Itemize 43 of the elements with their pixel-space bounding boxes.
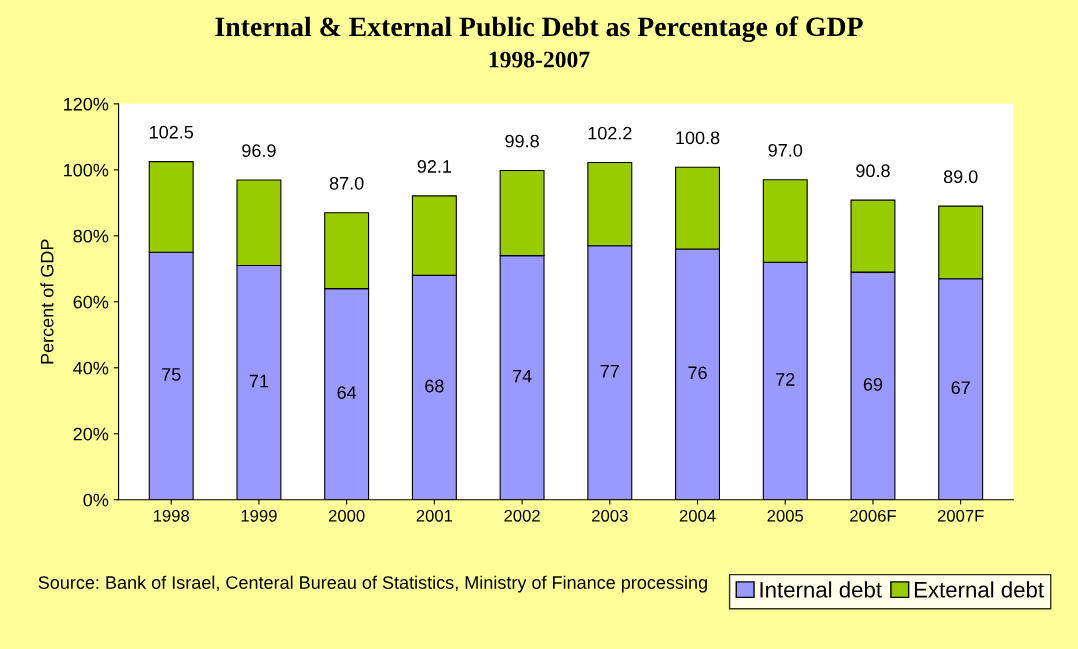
legend-label: External debt xyxy=(914,581,1044,598)
source-note: Source: Bank of Israel, Centeral Bureau of Statistics, Ministry of Finance processing xyxy=(38,575,707,593)
x-tick-label: 1998 xyxy=(153,509,190,522)
data-label: 68 xyxy=(425,379,444,393)
y-axis-title: Percent of GDP xyxy=(40,239,54,364)
x-tick-label: 2005 xyxy=(767,509,804,522)
x-tick-label: 2002 xyxy=(504,509,540,522)
total-label: 87.0 xyxy=(329,176,364,190)
data-label: 75 xyxy=(162,368,181,381)
total-label: 99.8 xyxy=(505,134,539,148)
data-label: 71 xyxy=(249,374,269,388)
legend-label: Internal debt xyxy=(760,581,882,598)
total-label: 90.8 xyxy=(856,164,890,178)
total-label: 96.9 xyxy=(242,144,276,158)
x-tick-label: 2001 xyxy=(416,509,453,522)
y-tick-label: 40% xyxy=(73,361,109,375)
data-label: 74 xyxy=(512,369,532,383)
chart-subtitle: 1998-2007 xyxy=(489,51,590,68)
y-tick-label: 120% xyxy=(64,97,109,111)
chart-title: Internal & External Public Debt as Percentage of GDP xyxy=(215,16,863,43)
total-label: 89.0 xyxy=(943,170,978,184)
x-tick-label: 2000 xyxy=(328,509,365,522)
y-tick-label: 20% xyxy=(73,427,109,441)
total-label: 100.8 xyxy=(676,131,720,145)
x-tick-label: 2004 xyxy=(679,509,716,522)
data-label: 76 xyxy=(688,366,707,380)
y-tick-label: 0% xyxy=(83,493,109,507)
data-label: 77 xyxy=(600,364,619,378)
total-label: 97.0 xyxy=(768,143,803,157)
y-tick-label: 80% xyxy=(73,229,109,243)
data-label: 69 xyxy=(863,377,883,391)
y-tick-label: 60% xyxy=(73,295,109,309)
data-label: 64 xyxy=(337,386,357,400)
data-label: 67 xyxy=(951,381,970,395)
total-label: 102.5 xyxy=(150,125,194,139)
total-label: 92.1 xyxy=(417,160,452,173)
x-tick-label: 2003 xyxy=(592,509,628,522)
y-tick-label: 100% xyxy=(64,163,109,177)
x-tick-label: 2006F xyxy=(850,509,896,522)
x-tick-label: 2007F xyxy=(937,509,984,522)
x-tick-label: 1999 xyxy=(241,509,277,522)
total-label: 102.2 xyxy=(588,126,632,140)
data-label: 72 xyxy=(776,373,795,386)
